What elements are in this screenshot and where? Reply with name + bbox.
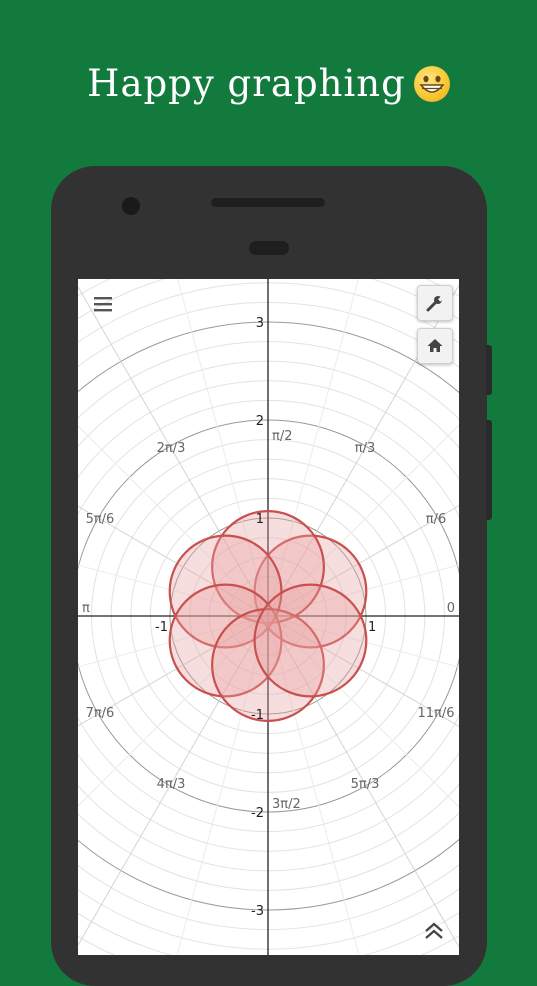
radial-grid-line — [267, 505, 459, 617]
double-chevron-up-icon[interactable] — [422, 919, 446, 943]
radial-grid-line — [78, 615, 269, 947]
y-tick-label: 2 — [256, 414, 264, 429]
angle-label: 3π/2 — [272, 797, 301, 812]
earpiece-speaker — [211, 198, 325, 207]
wrench-icon — [426, 296, 444, 312]
angle-label: 7π/6 — [86, 706, 115, 721]
polar-graph[interactable]: 3 2 1 -1 -2 -3 -1 1 0 π/6 π/3 π/2 2π/3 5π/6 π 7π/6 4π/3 3… — [78, 279, 459, 955]
radial-grid-line — [267, 279, 359, 617]
curve-petal — [211, 608, 325, 722]
angle-label: 5π/6 — [86, 512, 115, 527]
y-tick-label: 1 — [256, 512, 264, 527]
graph-settings-button[interactable] — [417, 285, 453, 321]
curve-petal — [168, 583, 283, 698]
power-button — [486, 420, 492, 520]
radial-grid-line — [267, 615, 459, 808]
hamburger-menu-icon[interactable] — [92, 293, 114, 315]
radial-grid-line — [78, 615, 269, 727]
x-tick-label: 1 — [368, 620, 376, 635]
graph-screen[interactable]: 3 2 1 -1 -2 -3 -1 1 0 π/6 π/3 π/2 2π/3 5π/6 π 7π/6 4π/3 3… — [78, 279, 459, 955]
radial-grid-line — [78, 285, 269, 617]
radial-grid-line — [267, 615, 459, 668]
front-camera — [122, 197, 140, 215]
angle-label: 5π/3 — [351, 777, 380, 792]
y-tick-label: -3 — [251, 904, 264, 919]
headline: Happy graphing — [0, 62, 537, 105]
proximity-sensor — [249, 241, 289, 255]
angle-label: π/3 — [355, 441, 375, 456]
angle-label: 11π/6 — [418, 706, 455, 721]
radial-grid-line — [267, 424, 459, 617]
home-button[interactable] — [417, 328, 453, 364]
angle-label: π/2 — [272, 429, 292, 444]
radial-grid-line — [177, 279, 269, 617]
radial-grid-line — [267, 615, 459, 727]
radial-grid-line — [267, 564, 459, 617]
x-tick-label: -1 — [155, 620, 168, 635]
radial-grid-line — [267, 284, 459, 617]
curve-petal — [253, 583, 368, 698]
home-icon — [427, 339, 443, 352]
angle-label: 4π/3 — [157, 777, 186, 792]
y-tick-label: -2 — [251, 806, 264, 821]
radial-grid-line — [78, 505, 269, 617]
angle-label: 2π/3 — [157, 441, 186, 456]
angle-label: π — [82, 601, 90, 616]
radial-grid-line — [176, 615, 269, 955]
headline-text: Happy graphing — [87, 62, 406, 105]
radial-grid-line — [78, 615, 269, 807]
radial-grid-line — [267, 615, 360, 955]
angle-label: π/6 — [426, 512, 446, 527]
volume-button — [486, 345, 492, 395]
y-tick-label: -1 — [251, 708, 264, 723]
grinning-face-emoji-icon — [413, 66, 450, 102]
y-tick-label: 3 — [256, 316, 264, 331]
radial-grid-line — [267, 615, 459, 948]
radial-grid-line — [78, 425, 269, 617]
radial-grid-line — [78, 564, 269, 617]
curve-petal — [211, 510, 325, 624]
radial-grid-line — [78, 615, 269, 668]
angle-label: 0 — [447, 601, 455, 616]
